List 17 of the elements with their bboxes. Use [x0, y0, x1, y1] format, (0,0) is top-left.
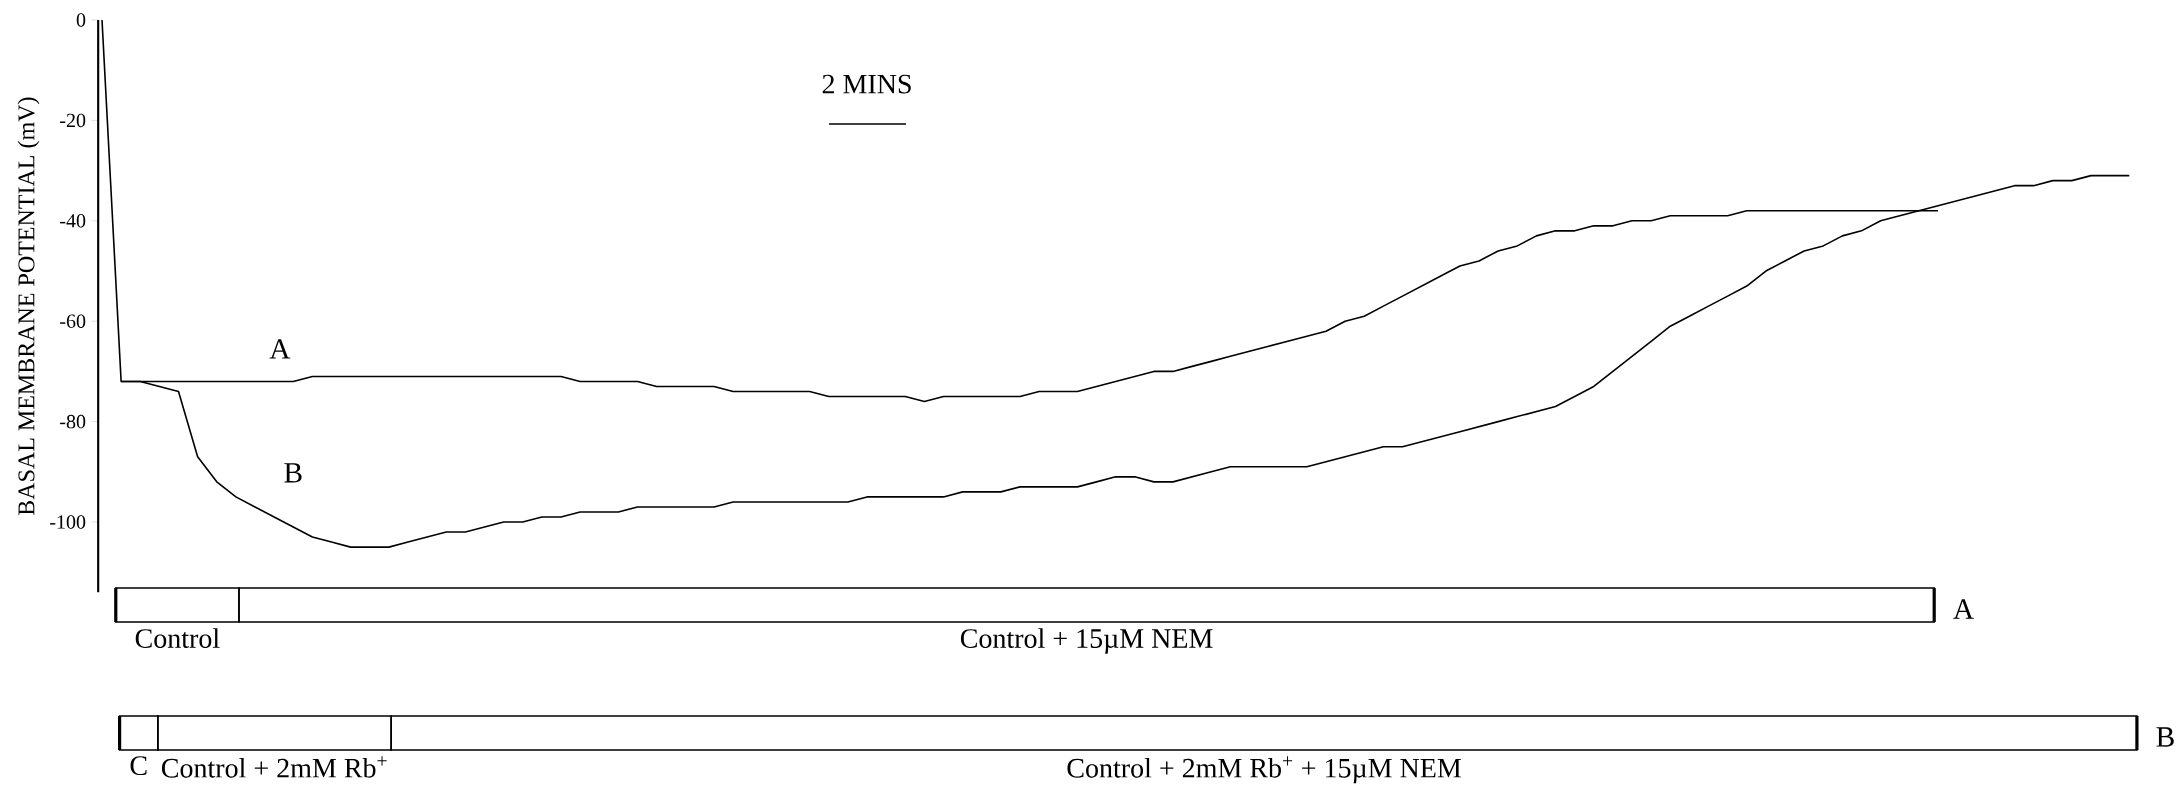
text: Control + 2mM Rb$^{+}$: [161, 756, 387, 778]
y-tick-label: -80: [60, 414, 86, 429]
y-tick-label: 0: [76, 13, 86, 27]
legend-label: B: [2156, 727, 2174, 747]
y-tick-label: -60: [60, 314, 86, 328]
y-tick-label: -20: [60, 113, 86, 128]
text: B: [284, 463, 302, 483]
text: C: [130, 756, 147, 776]
text: Control + 15µM NEM: [960, 628, 1213, 654]
text: Control: [135, 628, 220, 648]
y-axis-title: BASAL MEMBRANE POTENTIAL (mV): [17, 97, 40, 516]
legend-label: A: [1953, 599, 1974, 619]
y-tick-label: -100: [50, 515, 86, 529]
text: Control + 2mM Rb$^{+}$ + 15µM NEM: [1067, 756, 1461, 784]
annotation: 2 MINS: [822, 74, 911, 94]
text: A: [269, 339, 291, 359]
y-tick-label: -40: [60, 214, 86, 228]
